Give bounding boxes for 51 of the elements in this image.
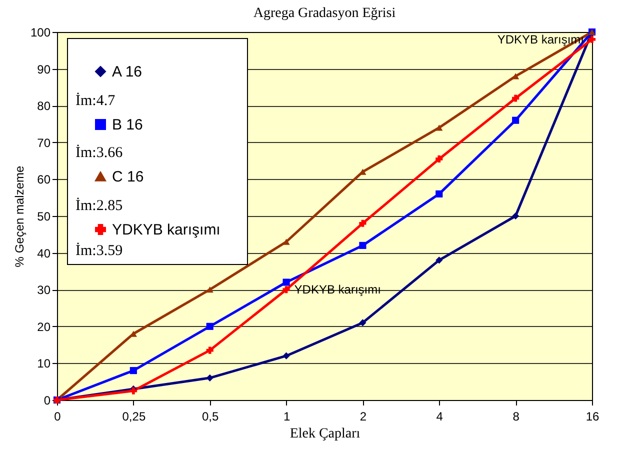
- y-tick-label: 40: [37, 246, 51, 260]
- x-tick-label: 8: [512, 410, 520, 424]
- point: [130, 367, 137, 374]
- x-tick-label: 4: [436, 410, 444, 424]
- point: [359, 242, 366, 249]
- point: [206, 286, 214, 293]
- point: [282, 286, 290, 294]
- y-tick-label: 50: [37, 210, 51, 224]
- x-tick-label: 16: [586, 410, 600, 424]
- x-tick-label: 1: [283, 410, 290, 424]
- x-axis-title: Elek Çapları: [290, 426, 360, 442]
- y-tick-label: 100: [30, 26, 51, 40]
- point: [206, 374, 214, 382]
- annotation: İm:3.66: [76, 144, 123, 162]
- y-tick-label: 90: [37, 62, 51, 76]
- y-tick-label: 10: [37, 356, 51, 371]
- y-tick-label: 80: [37, 99, 51, 114]
- annotation: İm:3.59: [76, 242, 123, 260]
- point: [282, 238, 290, 245]
- legend-label: B 16: [112, 116, 143, 134]
- y-tick-label: 30: [37, 283, 51, 298]
- point: [206, 346, 214, 354]
- y-tick-label: 20: [37, 320, 51, 334]
- point: [512, 94, 520, 102]
- annotation: İm:4.7: [76, 92, 116, 110]
- x-tick-label: 0,5: [202, 410, 220, 424]
- y-tick-label: 60: [37, 172, 51, 187]
- x-tick-label: 2: [360, 410, 367, 424]
- legend-label: A 16: [112, 64, 142, 80]
- point: [512, 212, 520, 220]
- point: [512, 116, 520, 124]
- point: [282, 278, 290, 286]
- point: [512, 73, 520, 80]
- point: [588, 36, 596, 43]
- legend-label: YDKYB karışımı: [112, 222, 220, 238]
- point: [359, 220, 366, 227]
- point: [436, 124, 443, 131]
- point: [359, 319, 366, 326]
- point: [206, 322, 214, 330]
- y-axis-title: % Geçen malzeme: [12, 165, 26, 268]
- x-tick-label: 0,25: [122, 410, 146, 424]
- x-tick-label: 0: [54, 410, 62, 424]
- annotation: İm:2.85: [76, 198, 123, 214]
- chart-title: Agrega Gradasyon Eğrisi: [253, 6, 396, 21]
- y-tick-label: 70: [37, 136, 51, 150]
- legend-label: C 16: [112, 168, 144, 186]
- y-tick-label: 0: [44, 394, 51, 408]
- point: [282, 352, 290, 360]
- point: [436, 256, 443, 264]
- point: [436, 190, 443, 198]
- point: [436, 155, 443, 162]
